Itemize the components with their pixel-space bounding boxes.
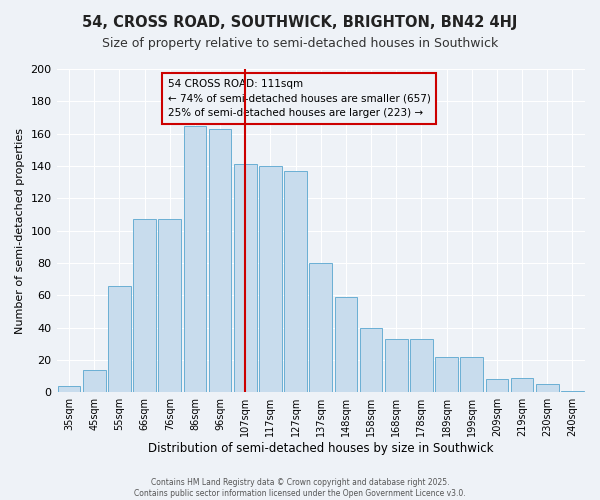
Bar [360,328,382,392]
X-axis label: Distribution of semi-detached houses by size in Southwick: Distribution of semi-detached houses by … [148,442,494,455]
Bar [209,129,232,392]
Bar [184,126,206,392]
Text: 54, CROSS ROAD, SOUTHWICK, BRIGHTON, BN42 4HJ: 54, CROSS ROAD, SOUTHWICK, BRIGHTON, BN4… [82,15,518,30]
Bar [460,356,483,392]
Bar [310,263,332,392]
Bar [108,286,131,392]
Bar [158,220,181,392]
Bar [234,164,257,392]
Y-axis label: Number of semi-detached properties: Number of semi-detached properties [15,128,25,334]
Bar [284,171,307,392]
Bar [435,356,458,392]
Bar [511,378,533,392]
Text: Contains HM Land Registry data © Crown copyright and database right 2025.
Contai: Contains HM Land Registry data © Crown c… [134,478,466,498]
Text: 54 CROSS ROAD: 111sqm
← 74% of semi-detached houses are smaller (657)
25% of sem: 54 CROSS ROAD: 111sqm ← 74% of semi-deta… [167,78,430,118]
Bar [259,166,282,392]
Bar [536,384,559,392]
Bar [485,380,508,392]
Bar [133,220,156,392]
Text: Size of property relative to semi-detached houses in Southwick: Size of property relative to semi-detach… [102,38,498,51]
Bar [385,339,407,392]
Bar [83,370,106,392]
Bar [561,390,584,392]
Bar [58,386,80,392]
Bar [410,339,433,392]
Bar [335,297,357,392]
